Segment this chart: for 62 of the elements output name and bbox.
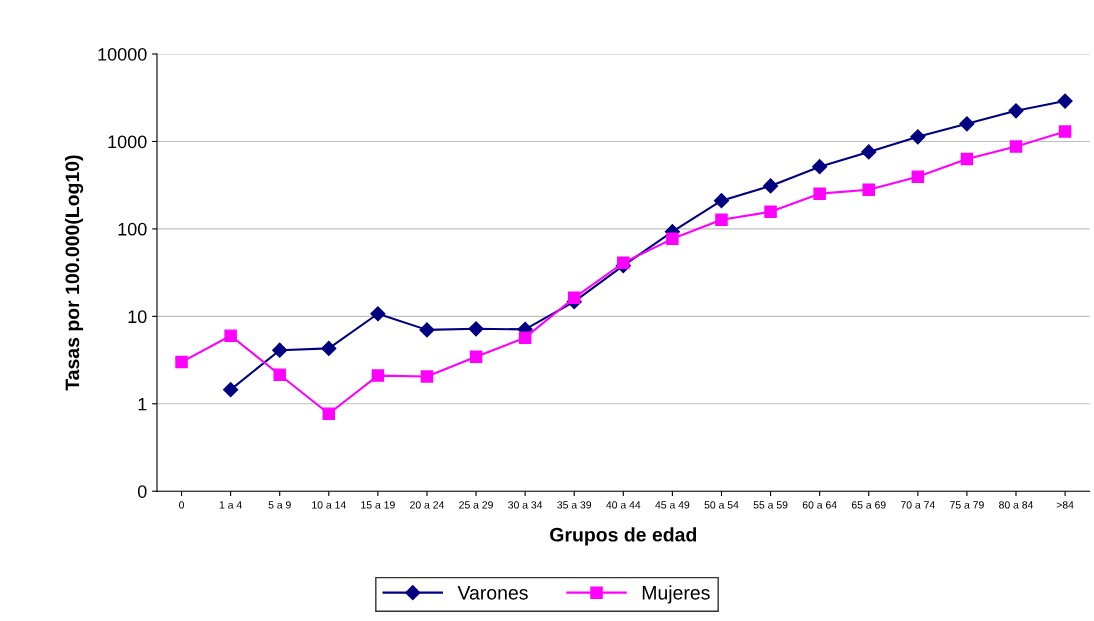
- point: [371, 369, 385, 382]
- x-tick-label: 15 a 19: [361, 501, 395, 509]
- point: [1058, 125, 1072, 138]
- point: [762, 178, 779, 194]
- point: [911, 170, 925, 183]
- point: [715, 213, 728, 227]
- point: [1057, 93, 1073, 109]
- y-tick-label: 100: [118, 222, 147, 236]
- x-tick-label: 35 a 39: [557, 501, 592, 509]
- point: [813, 187, 826, 200]
- point: [812, 159, 828, 175]
- x-tick-label: 55 a 59: [753, 501, 788, 509]
- point: [1008, 103, 1024, 119]
- x-tick-label: 70 a 74: [900, 501, 935, 509]
- x-tick-label: 1 a 4: [219, 501, 242, 509]
- point: [959, 116, 975, 132]
- point: [764, 205, 777, 219]
- point: [273, 368, 286, 381]
- x-tick-label: 10 a 14: [312, 501, 346, 509]
- point: [910, 129, 926, 145]
- point: [861, 144, 877, 160]
- point: [272, 342, 288, 358]
- point: [518, 331, 532, 344]
- y-tick-label: 10000: [98, 47, 147, 61]
- x-tick-label: 50 a 54: [704, 501, 739, 509]
- legend-label: Mujeres: [642, 585, 710, 604]
- point: [468, 321, 484, 337]
- x-tick-label: 5 a 9: [268, 501, 291, 509]
- x-tick-label: 75 a 79: [950, 501, 984, 509]
- point: [617, 256, 630, 270]
- point: [960, 152, 974, 166]
- point: [419, 322, 435, 338]
- point: [322, 407, 336, 420]
- point: [567, 291, 581, 305]
- x-tick-label: 20 a 24: [410, 501, 445, 509]
- y-tick-label: 10: [128, 310, 147, 324]
- point: [469, 350, 483, 363]
- x-tick-label: >84: [1056, 501, 1074, 509]
- x-axis-title: Grupos de edad: [550, 527, 697, 546]
- point: [1009, 140, 1023, 153]
- point: [175, 355, 188, 369]
- point: [370, 306, 386, 322]
- x-tick-label: 60 a 64: [802, 501, 837, 509]
- point: [420, 370, 434, 383]
- x-tick-label: 0: [179, 501, 185, 509]
- x-tick-label: 65 a 69: [851, 501, 886, 509]
- y-axis-title: Tasas por 100.000(Log10): [64, 155, 84, 391]
- point: [321, 340, 337, 356]
- point: [224, 329, 237, 342]
- legend-label: Varones: [457, 586, 528, 600]
- point: [666, 232, 679, 246]
- point: [862, 183, 875, 197]
- x-tick-label: 80 a 84: [999, 501, 1034, 509]
- y-tick-label: 1: [138, 397, 147, 411]
- point: [713, 193, 730, 209]
- x-tick-label: 25 a 29: [459, 501, 493, 509]
- x-tick-label: 40 a 44: [606, 501, 641, 509]
- y-tick-label: 0: [137, 485, 147, 498]
- x-tick-label: 30 a 34: [508, 501, 543, 509]
- y-tick-label: 1000: [108, 135, 147, 149]
- point: [223, 382, 239, 398]
- x-tick-label: 45 a 49: [655, 501, 690, 509]
